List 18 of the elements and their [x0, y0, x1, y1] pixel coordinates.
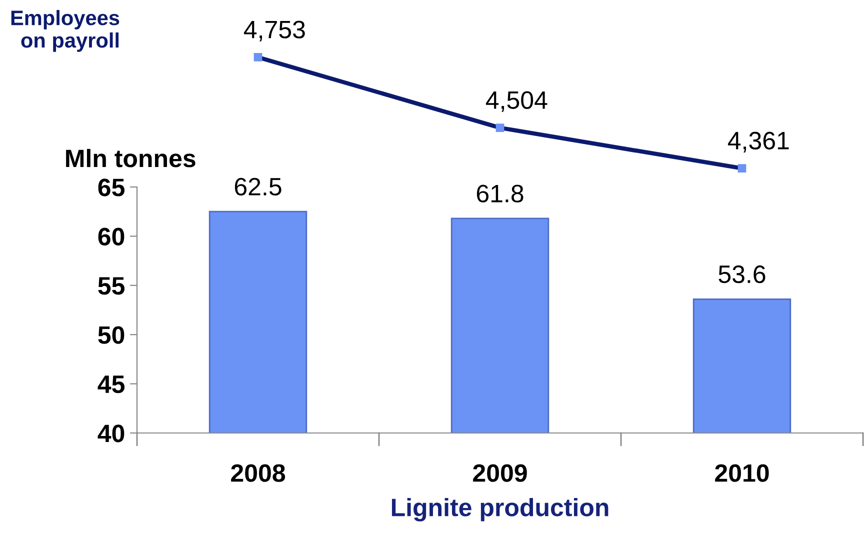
x-tick-label: 2009	[473, 464, 527, 482]
text: Employees on payroll	[11, 10, 120, 52]
data-label: 4,504	[486, 91, 548, 112]
y-tick-label: 45	[98, 376, 124, 394]
data-label: 62.5	[234, 178, 282, 196]
x-tick-label: 2008	[231, 464, 286, 482]
y-tick-label: 40	[98, 424, 124, 442]
x-tick-label: 2010	[715, 464, 769, 482]
y-tick-label: 65	[98, 178, 124, 196]
y-axis-title: Mln tonnes	[66, 148, 196, 168]
y-tick-label: 60	[98, 228, 124, 246]
data-label: 53.6	[718, 265, 766, 284]
y-tick-label: 50	[98, 326, 124, 344]
data-label: 61.8	[476, 184, 524, 202]
x-axis-title: Lignite production	[392, 498, 608, 522]
y-tick-label: 55	[98, 277, 124, 295]
data-label: 4,361	[728, 132, 789, 152]
data-label: 4,753	[244, 20, 305, 42]
